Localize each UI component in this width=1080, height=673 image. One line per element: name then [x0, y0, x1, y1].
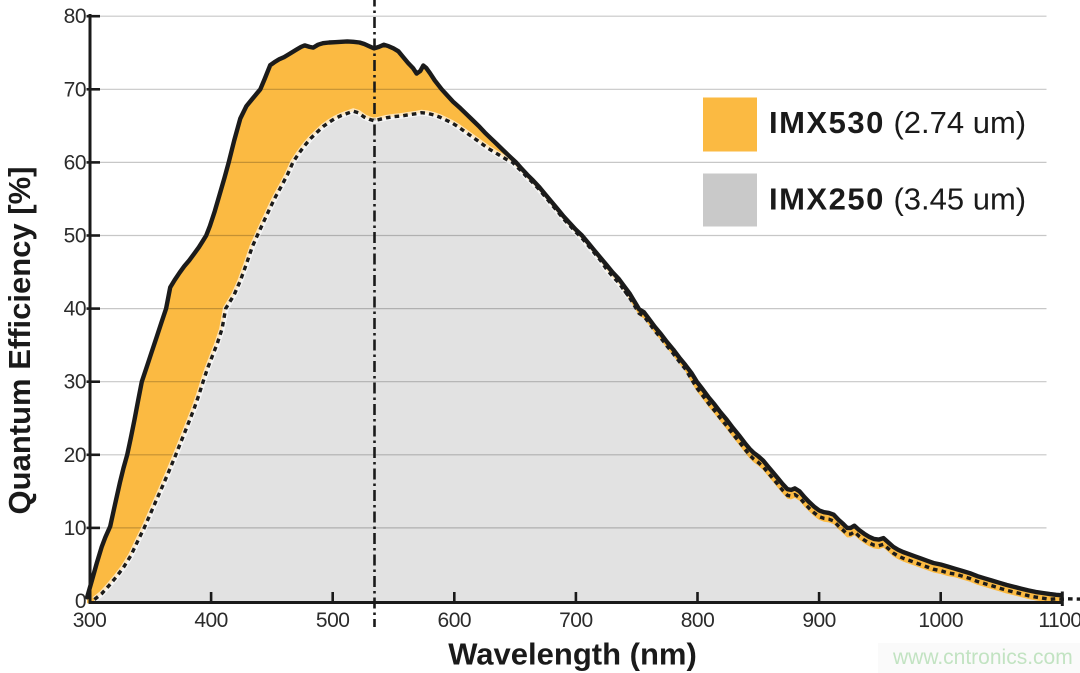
svg-text:600: 600: [438, 609, 472, 632]
svg-text:www.cntronics.com: www.cntronics.com: [892, 646, 1073, 669]
svg-text:IMX530 (2.74 um): IMX530 (2.74 um): [769, 105, 1026, 140]
svg-text:30: 30: [64, 371, 86, 394]
svg-text:60: 60: [64, 151, 86, 174]
svg-text:1000: 1000: [918, 609, 963, 632]
svg-text:10: 10: [64, 517, 86, 540]
svg-text:900: 900: [802, 609, 836, 632]
svg-text:800: 800: [681, 609, 715, 632]
svg-text:50: 50: [64, 225, 86, 248]
svg-text:0: 0: [75, 590, 86, 613]
svg-text:80: 80: [64, 5, 86, 28]
svg-text:300: 300: [73, 609, 107, 632]
svg-text:Quantum Efficiency [%]: Quantum Efficiency [%]: [2, 167, 37, 515]
svg-text:700: 700: [559, 609, 593, 632]
svg-text:500: 500: [316, 609, 350, 632]
svg-text:40: 40: [64, 298, 86, 321]
svg-text:IMX250 (3.45 um): IMX250 (3.45 um): [769, 182, 1026, 217]
svg-text:1100: 1100: [1038, 609, 1080, 632]
svg-text:Wavelength (nm): Wavelength (nm): [448, 637, 697, 672]
svg-text:20: 20: [64, 444, 86, 467]
svg-text:400: 400: [194, 609, 228, 632]
svg-text:70: 70: [64, 78, 86, 101]
